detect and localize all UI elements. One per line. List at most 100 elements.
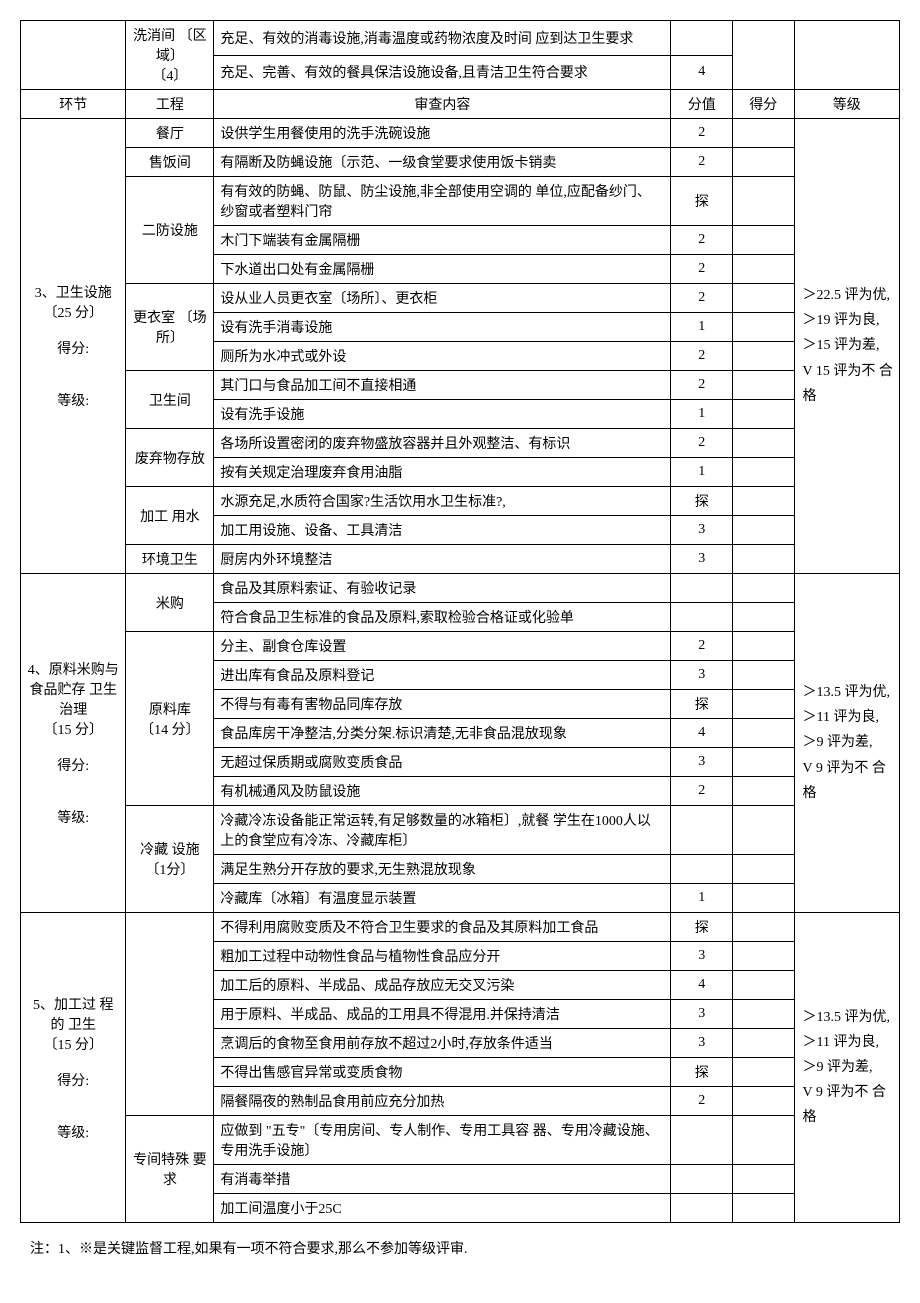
got-cell [732,313,794,342]
content-cell: 粗加工过程中动物性食品与植物性食品应分开 [214,942,671,971]
score-cell: 探 [671,690,733,719]
section-cell [21,21,126,90]
content-cell: 有隔断及防蝇设施〔示范、一级食堂要求使用饭卡销卖 [214,148,671,177]
content-cell: 用于原料、半成品、成品的工用具不得混用.并保持清洁 [214,1000,671,1029]
table-row: 专间特殊 要求应做到 "五专"〔专用房间、专人制作、专用工具容 器、专用冷藏设施… [21,1116,900,1165]
got-cell [732,806,794,855]
content-cell: 烹调后的食物至食用前存放不超过2小时,存放条件适当 [214,1029,671,1058]
content-cell: 加工间温度小于25C [214,1194,671,1223]
score-cell: 探 [671,1058,733,1087]
score-cell [671,603,733,632]
score-cell: 2 [671,148,733,177]
content-cell: 设从业人员更衣室〔场所〕、更衣柜 [214,284,671,313]
got-cell [732,777,794,806]
score-cell: 3 [671,516,733,545]
content-cell: 不得与有毒有害物品同库存放 [214,690,671,719]
section-cell: 5、加工过 程的 卫生〔15 分〕得分:等级: [21,913,126,1223]
content-cell: 下水道出口处有金属隔栅 [214,255,671,284]
header-content: 审查内容 [214,90,671,119]
score-cell: 3 [671,1000,733,1029]
item-cell: 加工 用水 [126,487,214,545]
score-cell: 2 [671,226,733,255]
content-cell: 加工用设施、设备、工具清洁 [214,516,671,545]
grade-cell [794,21,900,90]
item-cell: 冷藏 设施〔1分〕 [126,806,214,913]
content-cell: 按有关规定治理废弃食用油脂 [214,458,671,487]
got-cell [732,661,794,690]
header-grade: 等级 [794,90,900,119]
table-row: 二防设施有有效的防蝇、防鼠、防尘设施,非全部使用空调的 单位,应配备纱门、纱窗或… [21,177,900,226]
content-cell: 冷藏库〔冰箱〕有温度显示装置 [214,884,671,913]
content-cell: 符合食品卫生标准的食品及原料,索取检验合格证或化验单 [214,603,671,632]
content-cell: 设有洗手设施 [214,400,671,429]
content-cell: 其门口与食品加工间不直接相通 [214,371,671,400]
header-item: 工程 [126,90,214,119]
got-cell [732,884,794,913]
got-cell [732,855,794,884]
content-cell: 进出库有食品及原料登记 [214,661,671,690]
footnote: 注：1、※是关键监督工程,如果有一项不符合要求,那么不参加等级评审. [20,1238,900,1258]
content-cell: 有有效的防蝇、防鼠、防尘设施,非全部使用空调的 单位,应配备纱门、纱窗或者塑料门… [214,177,671,226]
table-row: 卫生间其门口与食品加工间不直接相通2 [21,371,900,400]
item-cell: 原料库〔14 分〕 [126,632,214,806]
score-cell: 3 [671,1029,733,1058]
got-cell [732,400,794,429]
content-cell: 厨房内外环境整洁 [214,545,671,574]
content-cell: 木门下端装有金属隔栅 [214,226,671,255]
score-cell: 2 [671,371,733,400]
content-cell: 食品及其原料索证、有验收记录 [214,574,671,603]
score-cell [671,574,733,603]
score-cell: 1 [671,313,733,342]
content-cell: 厕所为水冲式或外设 [214,342,671,371]
got-cell [732,1000,794,1029]
score-cell: 2 [671,255,733,284]
got-cell [732,429,794,458]
score-cell [671,1165,733,1194]
got-cell [732,690,794,719]
content-cell: 水源充足,水质符合国家?生活饮用水卫生标准?, [214,487,671,516]
content-cell: 充足、完善、有效的餐具保洁设施设备,且青洁卫生符合要求 [214,55,671,90]
score-cell: 1 [671,458,733,487]
section-cell: 4、原料米购与 食品贮存 卫生治理〔15 分〕得分:等级: [21,574,126,913]
content-cell: 隔餐隔夜的熟制品食用前应充分加热 [214,1087,671,1116]
table-row: 加工 用水水源充足,水质符合国家?生活饮用水卫生标准?,探 [21,487,900,516]
item-cell: 二防设施 [126,177,214,284]
table-row: 5、加工过 程的 卫生〔15 分〕得分:等级:不得利用腐败变质及不符合卫生要求的… [21,913,900,942]
content-cell: 加工后的原料、半成品、成品存放应无交叉污染 [214,971,671,1000]
got-cell [732,632,794,661]
table-row: 售饭间有隔断及防蝇设施〔示范、一级食堂要求使用饭卡销卖2 [21,148,900,177]
got-cell [732,284,794,313]
score-cell [671,806,733,855]
got-cell [732,21,794,90]
table-row: 废弃物存放各场所设置密闭的废弃物盛放容器并且外观整洁、有标识2 [21,429,900,458]
score-cell: 探 [671,177,733,226]
content-cell: 各场所设置密闭的废弃物盛放容器并且外观整洁、有标识 [214,429,671,458]
score-cell: 3 [671,942,733,971]
content-cell: 无超过保质期或腐败变质食品 [214,748,671,777]
content-cell: 充足、有效的消毒设施,消毒温度或药物浓度及时间 应到达卫生要求 [214,21,671,56]
header-got: 得分 [732,90,794,119]
got-cell [732,574,794,603]
item-cell: 环境卫生 [126,545,214,574]
score-cell: 4 [671,719,733,748]
score-cell: 2 [671,284,733,313]
content-cell: 分主、副食仓库设置 [214,632,671,661]
got-cell [732,748,794,777]
score-cell: 1 [671,400,733,429]
grade-cell: ＞13.5 评为优,＞11 评为良,＞9 评为差,V 9 评为不 合格 [794,913,900,1223]
content-cell: 有消毒举措 [214,1165,671,1194]
got-cell [732,148,794,177]
table-row: 洗消间 〔区域〕〔4〕充足、有效的消毒设施,消毒温度或药物浓度及时间 应到达卫生… [21,21,900,56]
got-cell [732,1116,794,1165]
score-cell: 2 [671,342,733,371]
item-cell: 专间特殊 要求 [126,1116,214,1223]
content-cell: 满足生熟分开存放的要求,无生熟混放现象 [214,855,671,884]
content-cell: 设供学生用餐使用的洗手洗碗设施 [214,119,671,148]
content-cell: 有机械通风及防鼠设施 [214,777,671,806]
got-cell [732,177,794,226]
section-cell: 3、卫生设施〔25 分〕得分:等级: [21,119,126,574]
item-cell: 餐厅 [126,119,214,148]
got-cell [732,516,794,545]
grade-cell: ＞13.5 评为优,＞11 评为良,＞9 评为差,V 9 评为不 合格 [794,574,900,913]
grade-cell: ＞22.5 评为优,＞19 评为良,＞15 评为差,V 15 评为不 合格 [794,119,900,574]
